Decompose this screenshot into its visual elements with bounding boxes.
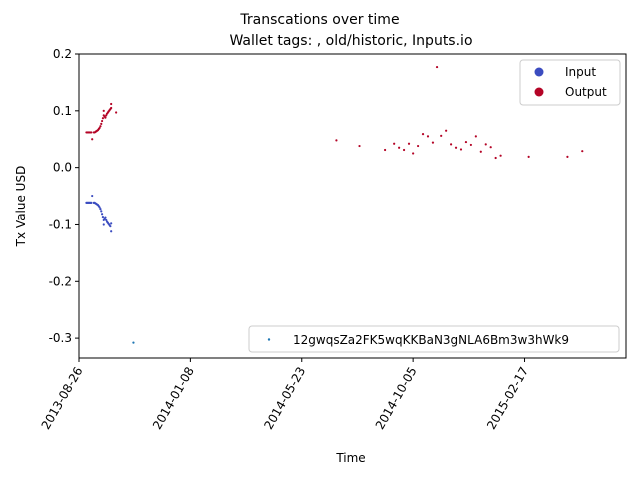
point-output xyxy=(416,144,420,148)
y-tick-label: -0.3 xyxy=(49,331,72,345)
point-output xyxy=(98,126,101,129)
point-input xyxy=(91,194,94,198)
point-input xyxy=(98,206,101,209)
x-axis-label: Time xyxy=(335,451,365,465)
point-output xyxy=(421,133,425,136)
point-output xyxy=(335,139,338,142)
legend-label-input: Input xyxy=(565,65,596,79)
y-tick-label: -0.1 xyxy=(49,217,72,231)
legend-marker-output xyxy=(534,87,544,97)
point-output xyxy=(479,150,482,153)
y-tick-label: 0.0 xyxy=(53,161,72,175)
point-input xyxy=(99,208,102,211)
point-output xyxy=(474,135,477,138)
point-output xyxy=(426,135,430,138)
point-output xyxy=(90,131,93,134)
point-input xyxy=(100,210,103,213)
point-output xyxy=(101,119,104,123)
y-tick-label: 0.1 xyxy=(53,104,72,118)
point-output xyxy=(440,134,443,137)
point-output xyxy=(454,146,458,149)
point-address xyxy=(132,341,135,344)
point-input xyxy=(109,225,112,228)
point-output xyxy=(435,65,439,69)
point-output xyxy=(581,150,584,153)
legend-lower-right: 12gwqsZa2FK5wqKKBaN3gNLA6Bm3w3hWk9 xyxy=(248,325,620,353)
point-output xyxy=(99,125,102,128)
legend-label-address: 12gwqsZa2FK5wqKKBaN3gNLA6Bm3w3hWk9 xyxy=(293,333,569,347)
plot-area xyxy=(78,53,627,359)
chart-title: Transcations over time xyxy=(239,12,399,28)
point-input xyxy=(102,223,105,226)
point-output xyxy=(358,144,361,148)
point-input xyxy=(101,215,105,219)
point-output xyxy=(469,143,472,147)
legend-box xyxy=(519,59,621,106)
y-axis: -0.3 -0.2 -0.1 0.0 0.1 0.2 xyxy=(49,47,79,345)
point-output xyxy=(393,142,396,145)
point-output xyxy=(459,148,463,151)
point-output xyxy=(100,122,103,125)
point-input xyxy=(105,218,108,222)
point-input xyxy=(90,201,93,204)
y-tick-label: 0.2 xyxy=(53,47,72,61)
point-output xyxy=(105,114,108,117)
y-tick-label: -0.2 xyxy=(49,274,72,288)
point-output xyxy=(110,106,113,110)
point-input xyxy=(101,213,104,216)
point-input xyxy=(110,230,113,233)
point-output xyxy=(115,111,118,114)
point-output xyxy=(566,155,569,158)
point-output xyxy=(449,143,453,146)
point-output xyxy=(104,116,107,119)
point-output xyxy=(383,148,387,152)
point-output xyxy=(101,117,105,120)
point-output xyxy=(464,140,468,144)
chart-subtitle: Wallet tags: , old/historic, Inputs.io xyxy=(229,33,472,49)
point-input xyxy=(104,216,107,219)
data-points xyxy=(85,65,584,344)
point-output xyxy=(499,154,502,157)
point-output xyxy=(102,109,105,112)
point-output xyxy=(110,102,113,106)
point-output xyxy=(407,142,411,145)
point-output xyxy=(494,156,497,160)
legend-box-2 xyxy=(248,325,620,353)
legend-marker-input xyxy=(534,67,544,77)
legend-top-right: Input Output xyxy=(519,59,621,106)
point-input xyxy=(110,222,113,225)
point-output xyxy=(412,152,415,155)
axes-frame xyxy=(78,53,627,359)
point-output xyxy=(91,138,94,141)
point-output xyxy=(402,148,406,152)
legend-label-output: Output xyxy=(565,85,607,99)
point-output xyxy=(484,143,487,146)
point-output xyxy=(527,155,530,158)
point-output xyxy=(431,141,435,144)
point-output xyxy=(445,129,448,132)
point-output xyxy=(489,146,492,149)
legend-marker-address xyxy=(267,338,271,341)
point-output xyxy=(398,146,401,149)
y-axis-label: Tx Value USD xyxy=(14,166,28,248)
